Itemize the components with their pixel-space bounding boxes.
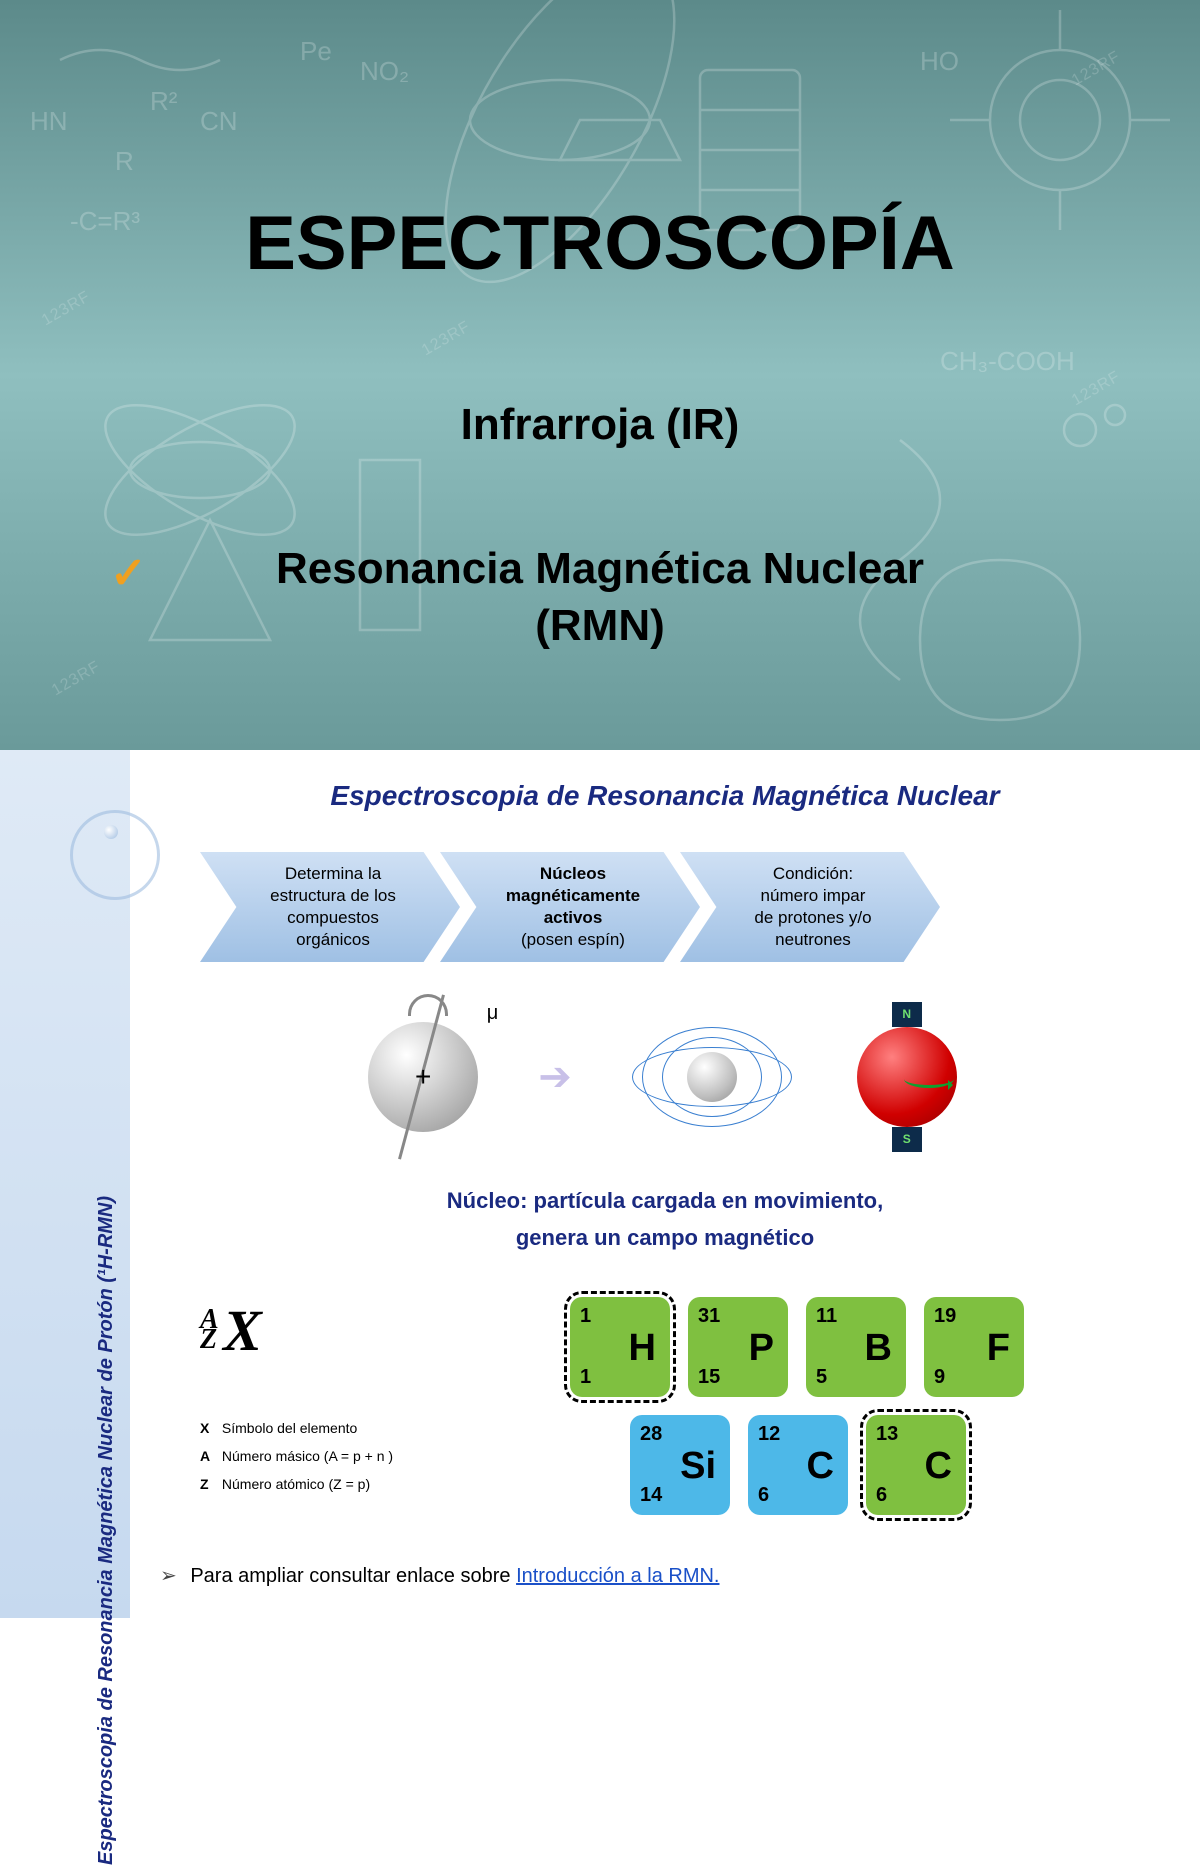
element-symbol: Si bbox=[680, 1445, 716, 1488]
atomic-number: 14 bbox=[640, 1484, 662, 1507]
atomic-number: 9 bbox=[934, 1366, 945, 1389]
atomic-number: 5 bbox=[816, 1366, 827, 1389]
svg-text:R²: R² bbox=[150, 86, 178, 116]
mu-label: μ bbox=[487, 1002, 499, 1025]
intro-rmn-link[interactable]: Introducción a la RMN. bbox=[516, 1565, 719, 1587]
nucleus-diagrams: μ + ➔ N S bbox=[160, 1002, 1170, 1152]
isotope-grid: 11H3115P115B199F 2814Si126C136C bbox=[570, 1297, 1170, 1533]
element-symbol: F bbox=[987, 1327, 1010, 1370]
svg-text:R: R bbox=[115, 146, 134, 176]
svg-text:Pe: Pe bbox=[300, 36, 332, 66]
chevron-2: Núcleosmagnéticamenteactivos(posen espín… bbox=[440, 852, 700, 962]
sidebar-vertical-title: Espectroscopia de Resonancia Magnética N… bbox=[95, 1196, 118, 1865]
mass-number: 12 bbox=[758, 1423, 780, 1446]
sidebar-circle-decor bbox=[70, 810, 160, 900]
element-symbol: P bbox=[749, 1327, 774, 1370]
chevron-3: Condición:número imparde protones y/oneu… bbox=[680, 852, 940, 962]
element-symbol: C bbox=[807, 1445, 834, 1488]
bullet-icon: ➢ bbox=[160, 1565, 177, 1587]
isotope-row-1: 11H3115P115B199F bbox=[570, 1297, 1170, 1397]
mass-number: 1 bbox=[580, 1305, 591, 1328]
footer-text: Para ampliar consultar enlace sobre bbox=[190, 1565, 516, 1587]
notation-X: X bbox=[223, 1298, 262, 1363]
element-symbol: H bbox=[629, 1327, 656, 1370]
isotope-box-F19: 19 9 F bbox=[924, 1297, 1024, 1397]
footer-link-line: ➢ Para ampliar consultar enlace sobre In… bbox=[160, 1563, 1170, 1588]
atomic-number: 6 bbox=[758, 1484, 769, 1507]
element-symbol: B bbox=[865, 1327, 892, 1370]
magnet-south: S bbox=[892, 1127, 922, 1152]
atomic-number: 1 bbox=[580, 1366, 591, 1389]
hero-title: ESPECTROSCOPÍA bbox=[0, 200, 1200, 287]
magnet-north: N bbox=[892, 1002, 922, 1027]
isotope-box-P31: 31 15 P bbox=[688, 1297, 788, 1397]
content-panel: Espectroscopia de Resonancia Magnética N… bbox=[0, 750, 1200, 1618]
isotope-box-C13: 13 6 C bbox=[866, 1415, 966, 1515]
mass-number: 31 bbox=[698, 1305, 720, 1328]
hero-subtitle-rmn: Resonancia Magnética Nuclear (RMN) bbox=[0, 540, 1200, 654]
svg-text:HO: HO bbox=[920, 46, 959, 76]
mass-number: 11 bbox=[816, 1305, 837, 1328]
nucleus-plus: + bbox=[415, 1061, 431, 1093]
section-title: Espectroscopia de Resonancia Magnética N… bbox=[160, 780, 1170, 812]
sidebar: Espectroscopia de Resonancia Magnética N… bbox=[0, 750, 130, 1618]
isotope-notation: A X Z X Símbolo del elemento A Número má… bbox=[200, 1297, 520, 1498]
isotope-row-2: 28 14 Si 12 6 C 13 6 C bbox=[570, 1415, 1170, 1515]
arrow-icon: ➔ bbox=[538, 1054, 572, 1100]
element-symbol: C bbox=[925, 1445, 952, 1488]
nucleus-spin-icon: μ + bbox=[368, 1022, 478, 1132]
mass-number: 19 bbox=[934, 1305, 956, 1328]
svg-text:HN: HN bbox=[30, 106, 68, 136]
chevron-1: Determina laestructura de loscompuestoso… bbox=[200, 852, 460, 962]
nucleus-caption: Núcleo: partícula cargada en movimiento,… bbox=[160, 1182, 1170, 1257]
atomic-number: 15 bbox=[698, 1366, 720, 1389]
isotope-box-C12: 12 6 C bbox=[748, 1415, 848, 1515]
fieldlines-icon bbox=[632, 1017, 792, 1137]
notation-Z: Z bbox=[200, 1324, 217, 1355]
svg-text:NO₂: NO₂ bbox=[360, 56, 409, 86]
sidebar-dot-decor bbox=[104, 825, 118, 839]
mass-number: 28 bbox=[640, 1423, 662, 1446]
atomic-number: 6 bbox=[876, 1484, 887, 1507]
notation-legend: X Símbolo del elemento A Número másico (… bbox=[200, 1414, 520, 1498]
mass-number: 13 bbox=[876, 1423, 898, 1446]
svg-text:CH₃-COOH: CH₃-COOH bbox=[940, 346, 1075, 376]
hero-subtitle-ir: Infrarroja (IR) bbox=[0, 400, 1200, 450]
isotope-box-B11: 11 5 B bbox=[806, 1297, 906, 1397]
magnet-icon: N S bbox=[852, 1002, 962, 1152]
isotope-box-H1: 1 1 H bbox=[570, 1297, 670, 1397]
isotope-box-Si28: 28 14 Si bbox=[630, 1415, 730, 1515]
svg-text:CN: CN bbox=[200, 106, 238, 136]
chevron-row: Determina laestructura de loscompuestoso… bbox=[200, 852, 1170, 962]
hero-panel: HN R R² CN Pe NO₂ HO CH₃-COOH -C=R³ 123R… bbox=[0, 0, 1200, 750]
